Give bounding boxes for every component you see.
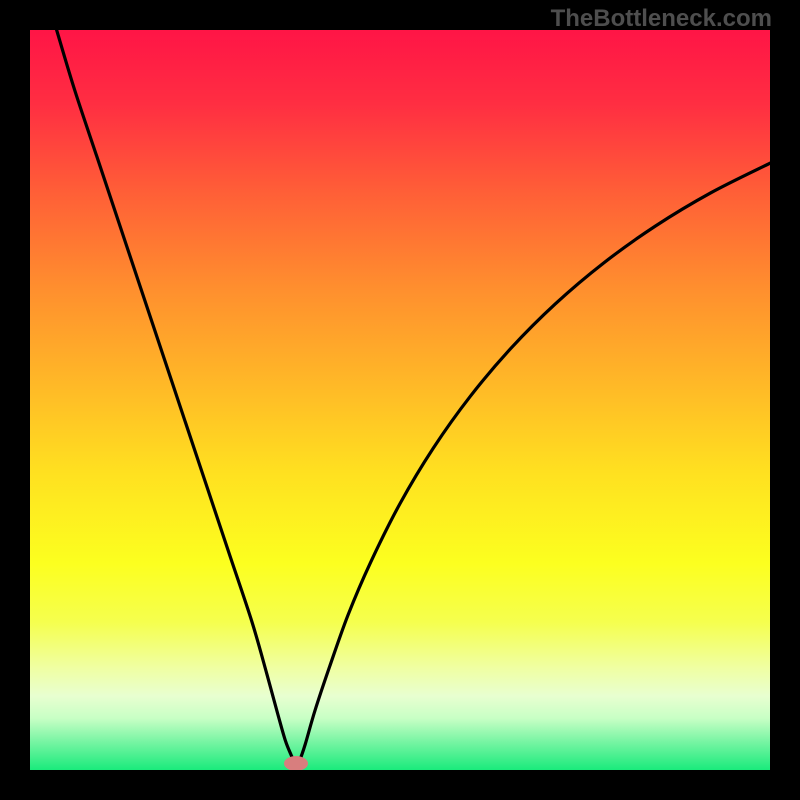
minimum-marker [284,756,308,770]
watermark-text: TheBottleneck.com [551,5,772,33]
plot-area [30,30,770,770]
bottleneck-curve [30,30,770,770]
chart-container: TheBottleneck.com [0,0,800,800]
